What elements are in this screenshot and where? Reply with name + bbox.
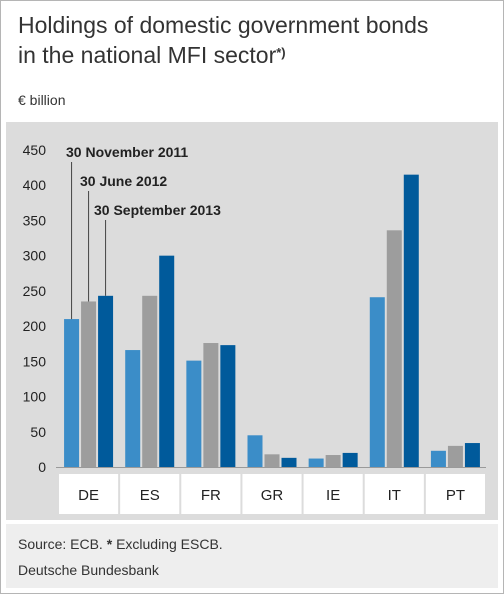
bar — [81, 301, 97, 467]
series-label: 30 September 2013 — [94, 202, 221, 218]
y-tick-label: 400 — [23, 177, 47, 193]
bar — [186, 360, 202, 467]
bar — [403, 174, 419, 467]
bar — [64, 319, 80, 467]
y-tick-label: 300 — [23, 248, 47, 264]
bar — [159, 255, 175, 467]
bar — [369, 297, 385, 467]
series-label: 30 November 2011 — [66, 144, 188, 160]
category-box — [242, 474, 302, 514]
category-box — [303, 474, 363, 514]
x-tick-label: PT — [446, 487, 465, 504]
category-box — [364, 474, 424, 514]
bar — [386, 230, 402, 467]
category-box — [59, 474, 119, 514]
title-footnote-mark: *) — [276, 45, 286, 60]
bar — [281, 457, 297, 467]
bar — [125, 350, 141, 467]
y-tick-label: 250 — [23, 283, 47, 299]
x-tick-label: IE — [326, 487, 340, 504]
bar — [98, 295, 114, 467]
bar — [247, 435, 263, 467]
bar — [264, 454, 280, 467]
title-line-1: Holdings of domestic government bonds — [18, 12, 429, 38]
bar — [325, 455, 341, 467]
y-tick-label: 200 — [23, 318, 47, 334]
x-tick-label: IT — [388, 487, 401, 504]
series-label: 30 June 2012 — [80, 173, 167, 189]
organisation-name: Deutsche Bundesbank — [18, 562, 159, 578]
bar — [342, 452, 358, 467]
y-tick-label: 450 — [23, 142, 47, 158]
y-tick-label: 150 — [23, 353, 47, 369]
unit-label: € billion — [18, 92, 66, 108]
x-tick-label: GR — [261, 487, 284, 504]
title-line-2: in the national MFI sector — [18, 42, 277, 68]
x-tick-label: DE — [78, 487, 99, 504]
bar — [142, 295, 158, 467]
x-tick-label: FR — [201, 487, 221, 504]
bar — [464, 443, 480, 467]
x-tick-label: ES — [140, 487, 160, 504]
category-box — [120, 474, 180, 514]
bar — [308, 458, 324, 467]
chart-title: Holdings of domestic government bonds in… — [18, 10, 488, 70]
bar — [447, 445, 463, 467]
footnote-mark: * — [106, 536, 113, 552]
footer: Source: ECB. * Excluding ESCB. Deutsche … — [6, 524, 498, 588]
y-tick-label: 0 — [38, 459, 46, 475]
category-box — [181, 474, 241, 514]
bar — [220, 345, 236, 467]
source-text: Source: ECB. — [18, 536, 103, 552]
bar — [203, 343, 219, 467]
footer-source: Source: ECB. * Excluding ESCB. — [18, 536, 223, 552]
footnote-text: Excluding ESCB. — [116, 536, 223, 552]
y-tick-label: 350 — [23, 212, 47, 228]
bar — [430, 450, 446, 467]
y-tick-label: 100 — [23, 389, 47, 405]
category-box — [425, 474, 485, 514]
y-tick-label: 50 — [30, 424, 46, 440]
